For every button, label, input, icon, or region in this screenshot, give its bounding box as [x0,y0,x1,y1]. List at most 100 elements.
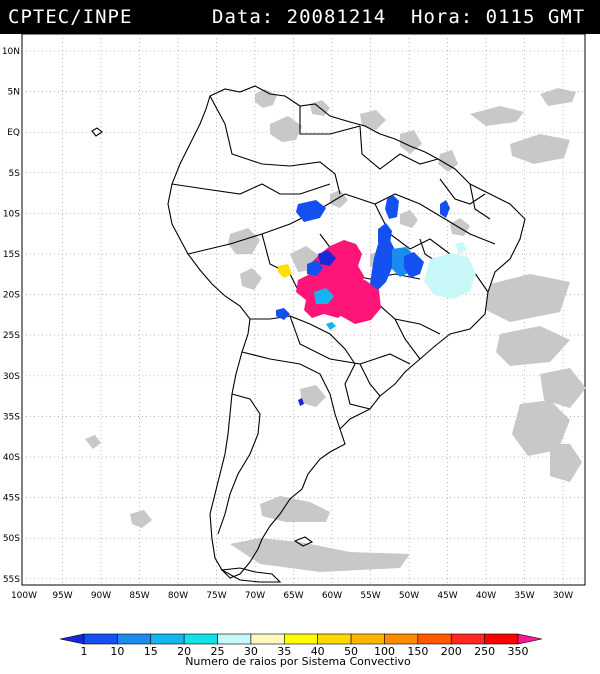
lightning-map: 10N5NEQ5S10S15S20S25S30S35S40S45S50S55S … [2,33,586,668]
colorbar-segment [484,633,519,645]
storm-cell [298,398,304,406]
cloud-patch [228,228,260,254]
falkland-islands [293,536,314,547]
colorbar-tick-label: 150 [407,645,428,658]
latitude-label: 30S [3,372,20,382]
cloud-patch [300,550,336,564]
border-line [217,393,261,535]
latitude-label: 10N [2,47,20,57]
border-line [394,318,421,360]
colorbar-segment [150,633,185,645]
latitude-label: 25S [3,331,20,341]
tierra-del-fuego [220,567,282,583]
latitude-label: 20S [3,291,20,301]
colorbar-tick-label: 50 [344,645,358,658]
latitude-label: 5S [9,169,21,179]
border-line [171,183,331,195]
cloud-patch [360,110,386,130]
longitude-label: 50W [399,591,419,601]
border-line [250,315,356,365]
longitude-label: 100W [11,591,37,601]
colorbar-segment [417,633,452,645]
border-line [241,351,331,395]
cloud-patch [512,400,570,456]
colorbar-segment [117,633,152,645]
colorbar-segment [250,633,285,645]
longitude-label: 80W [168,591,188,601]
cloud-patch [85,435,101,449]
colorbar-tick-label: 15 [144,645,158,658]
cloud-patch [510,134,570,164]
colorbar-arrow-left [59,633,85,645]
border-line [439,178,486,205]
border-line [187,193,346,255]
galapagos-islands [91,127,103,137]
border-line [299,106,361,135]
border-line [469,183,491,220]
cloud-patch [240,268,262,290]
longitude-label: 90W [91,591,111,601]
colorbar-ticks: 1 10 15 20 25 30 35 40 50 100 150 200 250 350 [81,645,529,658]
colorbar-tick-label: 250 [474,645,495,658]
longitude-label: 45W [437,591,457,601]
colorbar-segment [450,633,485,645]
storm-cell [455,242,467,254]
storm-cell [296,200,326,222]
storm-cell [314,288,334,304]
cloud-patch [470,106,524,126]
cloud-patch [540,368,586,408]
source-label: CPTEC/INPE [8,6,133,28]
longitude-label: 40W [476,591,496,601]
cloud-patch [130,510,152,528]
storm-cell [318,250,336,266]
latitude-label: 5N [8,88,20,98]
latitude-label: 10S [3,209,20,219]
longitude-label: 30W [553,591,573,601]
colorbar-tick-label: 100 [374,645,395,658]
map-panel: 10N 5N EQ 5S 10S 15S 20S 25S 30S 35S 40S 45S 50S 55S … [0,33,600,670]
longitude-label: 35W [514,591,534,601]
colorbar-arrow-right [517,633,543,645]
cloud-patch [300,385,326,407]
storm-cell [326,322,336,330]
storm-cell [335,280,381,324]
colorbar-segment [183,633,218,645]
longitude-label: 85W [129,591,149,601]
south-america-outline [167,85,526,579]
cloud-patch [400,130,422,154]
longitude-label: 70W [245,591,265,601]
latitude-label: 35S [3,412,20,422]
border-line [359,353,411,365]
colorbar-segment [83,633,118,645]
longitude-label: 95W [52,591,72,601]
colorbar-caption: Numero de raios por Sistema Convectivo [185,655,411,668]
colorbar-segment [384,633,419,645]
colorbar [59,633,543,645]
colorbar-tick-label: 35 [277,645,291,658]
latitude-label: 55S [3,575,20,585]
storm-cell [307,260,323,276]
colorbar-segment [217,633,252,645]
cloud-patch [496,326,570,366]
colorbar-tick-label: 1 [81,645,88,658]
latitude-label: EQ [7,128,20,138]
latitude-labels: 10N 5N EQ 5S 10S 15S 20S 25S 30S 35S 40S 45S 50S 55S [2,47,20,585]
border-line [289,315,381,397]
colorbar-tick-label: 200 [441,645,462,658]
latitude-label: 15S [3,250,20,260]
storm-cell [278,264,292,278]
storm-cell [440,200,450,218]
border-line [359,125,439,170]
cloud-patch [550,444,582,482]
longitude-label: 75W [206,591,226,601]
cloud-patch [540,88,576,106]
colorbar-tick-label: 20 [177,645,191,658]
title-bar: CPTEC/INPE Data: 20081214 Hora: 0115 GMT [0,0,600,34]
border-line [329,393,341,430]
longitude-label: 55W [360,591,380,601]
cloud-patch [486,274,570,322]
cloud-patch [270,116,302,142]
colorbar-tick-label: 25 [211,645,225,658]
border-line [344,363,371,410]
storm-cell [424,253,476,299]
